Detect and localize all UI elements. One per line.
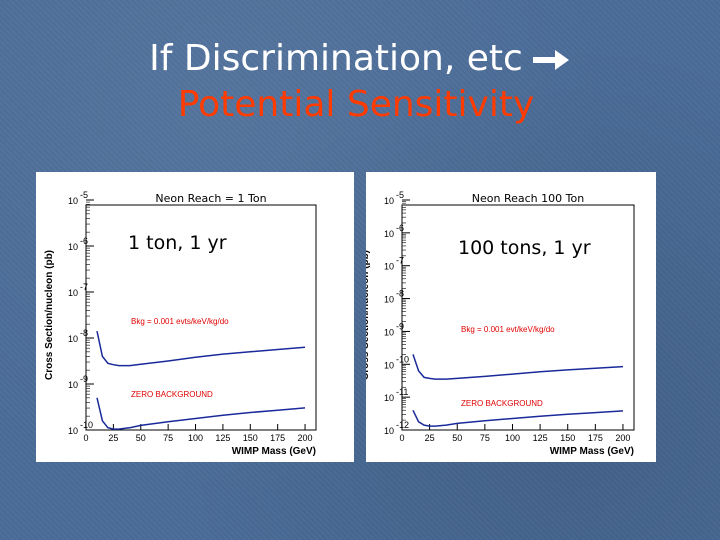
overlay-label: 100 tons, 1 yr: [458, 237, 591, 259]
y-tick-exponent: -12: [396, 420, 409, 430]
plot-frame: [401, 204, 635, 431]
chart-panel-100-ton: Neon Reach 100 Ton 0 25 50 75 100 125 150 175 200…: [366, 172, 656, 462]
annotation-zero-background: ZERO BACKGROUND: [131, 390, 213, 399]
y-tick-exponent: -5: [396, 190, 404, 200]
chart-panel-1-ton: Neon Reach = 1 Ton 0 25 50 75 100 125 150 175 200…: [36, 172, 354, 462]
x-tick-label: 50: [452, 433, 462, 443]
y-tick-exponent: -11: [396, 387, 408, 397]
annotation-background: Bkg = 0.001 evt/keV/kg/do: [461, 325, 555, 334]
x-tick-label: 175: [270, 433, 285, 443]
x-axis-label: WIMP Mass (GeV): [232, 446, 316, 457]
y-tick-label: 10: [384, 360, 394, 370]
x-tick-label: 150: [243, 433, 258, 443]
y-tick-exponent: -10: [80, 420, 93, 430]
x-tick-label: 50: [136, 433, 146, 443]
annotation-background: Bkg = 0.001 evts/keV/kg/do: [131, 317, 229, 326]
x-tick-label: 125: [215, 433, 230, 443]
y-tick-label: 10: [68, 242, 78, 252]
series-line-zero-background: [96, 397, 306, 430]
y-tick-exponent: -8: [80, 328, 88, 338]
y-tick-label: 10: [384, 295, 394, 305]
y-tick-exponent: -10: [396, 354, 409, 364]
y-tick-label: 10: [384, 393, 394, 403]
y-axis-label: Cross Section/nucleon (pb): [366, 250, 371, 380]
x-tick-label: 125: [533, 433, 548, 443]
y-tick-label: 10: [68, 334, 78, 344]
x-axis-label: WIMP Mass (GeV): [550, 446, 634, 457]
x-tick-label: 150: [560, 433, 575, 443]
y-tick-label: 10: [384, 262, 394, 272]
y-tick-exponent: -6: [396, 223, 404, 233]
chart-1-ton: Neon Reach = 1 Ton 0 25 50 75 100 125 150 175 200…: [44, 190, 317, 457]
y-axis-label: Cross Section/nucleon (pb): [44, 250, 55, 380]
series-line-background: [96, 330, 306, 367]
y-tick-label: 10: [384, 426, 394, 436]
y-tick-label: 10: [384, 229, 394, 239]
title-line1: If Discrimination, etc: [149, 38, 523, 79]
y-tick-label: 10: [384, 327, 394, 337]
series-line-zero-background: [412, 409, 624, 427]
x-tick-label: 0: [83, 433, 88, 443]
y-tick-label: 10: [384, 196, 394, 206]
y-tick-exponent: -5: [80, 190, 88, 200]
plot-frame: [85, 204, 317, 431]
x-tick-label: 175: [588, 433, 603, 443]
annotation-zero-background: ZERO BACKGROUND: [461, 399, 543, 408]
y-tick-exponent: -6: [80, 236, 88, 246]
chart-title: Neon Reach = 1 Ton: [155, 192, 266, 205]
x-tick-label: 25: [425, 433, 435, 443]
y-tick-label: 10: [68, 426, 78, 436]
x-tick-label: 200: [298, 433, 313, 443]
x-tick-label: 0: [399, 433, 404, 443]
slide-title: If Discrimination, etc Potential Sensiti…: [0, 36, 720, 128]
series-line-background: [412, 354, 624, 380]
y-tick-exponent: -9: [80, 374, 88, 384]
x-tick-label: 100: [505, 433, 520, 443]
title-line2: Potential Sensitivity: [177, 84, 535, 125]
y-tick-label: 10: [68, 288, 78, 298]
arrow-right-icon: [532, 50, 569, 70]
x-tick-label: 100: [188, 433, 203, 443]
y-tick-exponent: -8: [396, 289, 404, 299]
y-tick-label: 10: [68, 196, 78, 206]
y-tick-exponent: -9: [396, 321, 404, 331]
x-tick-label: 75: [480, 433, 490, 443]
x-tick-label: 25: [108, 433, 118, 443]
y-tick-label: 10: [68, 380, 78, 390]
overlay-label: 1 ton, 1 yr: [128, 232, 227, 254]
x-tick-label: 75: [163, 433, 173, 443]
chart-title: Neon Reach 100 Ton: [472, 192, 584, 205]
y-tick-exponent: -7: [396, 256, 404, 266]
y-tick-exponent: -7: [80, 282, 88, 292]
chart-100-ton: Neon Reach 100 Ton 0 25 50 75 100 125 150 175 200…: [366, 190, 635, 457]
x-tick-label: 200: [615, 433, 630, 443]
